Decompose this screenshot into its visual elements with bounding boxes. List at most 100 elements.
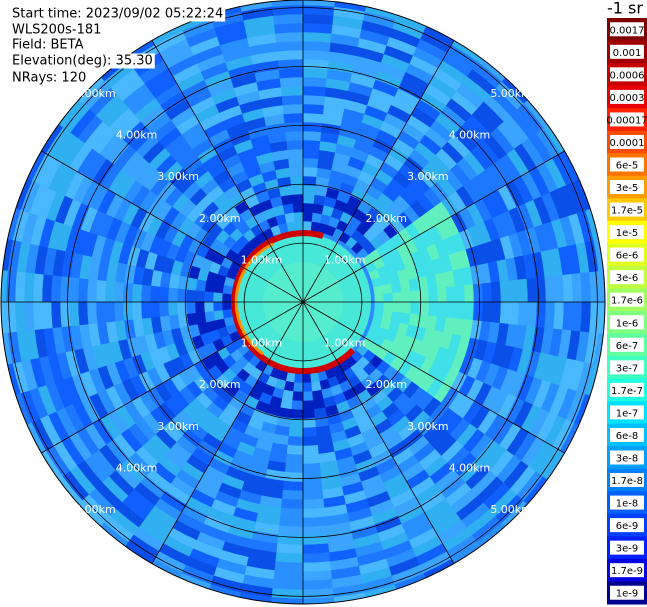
range-label: 2.00km bbox=[199, 378, 241, 391]
scan-cell bbox=[373, 309, 384, 320]
scan-cell bbox=[302, 516, 327, 528]
scan-cell bbox=[281, 498, 304, 510]
range-label: 2.00km bbox=[365, 378, 407, 391]
scan-cell bbox=[374, 293, 385, 303]
scan-cell bbox=[381, 310, 393, 322]
scan-cell bbox=[282, 112, 304, 124]
spoke bbox=[302, 301, 455, 564]
colorbar-label-box bbox=[610, 540, 644, 555]
scan-cell bbox=[283, 121, 304, 133]
scan-cell bbox=[68, 277, 80, 303]
scan-cell bbox=[203, 301, 214, 313]
scan-cell bbox=[472, 301, 484, 322]
header-bg bbox=[10, 6, 226, 22]
colorbar-label-box bbox=[610, 585, 644, 600]
scan-cell bbox=[32, 301, 44, 331]
scan-cell bbox=[77, 301, 89, 326]
scan-cell bbox=[445, 285, 457, 303]
scan-cell bbox=[490, 301, 502, 323]
scan-cell bbox=[282, 389, 294, 401]
polar-grid bbox=[0, 0, 606, 605]
colorbar-label: 6e-5 bbox=[616, 161, 639, 172]
scan-cell bbox=[302, 525, 328, 537]
scan-cell bbox=[302, 112, 324, 124]
header-bg bbox=[10, 22, 104, 38]
scan-cell bbox=[302, 471, 323, 483]
labels: 1.00km 1.00km 1.00km 1.00km 2.00km 2.00km 2.00… bbox=[10, 0, 647, 605]
range-label: 3.00km bbox=[407, 420, 449, 433]
colorbar-label: 3e-6 bbox=[616, 273, 639, 284]
scan-cell bbox=[287, 435, 304, 447]
scan-cell bbox=[14, 271, 26, 303]
scan-cell bbox=[185, 301, 196, 315]
range-label: 5.00km bbox=[74, 503, 116, 516]
scan-cell bbox=[221, 293, 232, 303]
scan-cell bbox=[302, 130, 322, 142]
range-label: 3.00km bbox=[157, 170, 199, 183]
scan-cell bbox=[302, 13, 334, 25]
scan-cell bbox=[221, 301, 232, 311]
scan-cell bbox=[158, 286, 170, 303]
scan-cell bbox=[281, 94, 304, 106]
header-bg bbox=[10, 53, 155, 69]
scan-cell bbox=[311, 212, 323, 224]
colorbar-label-box bbox=[610, 427, 644, 442]
colorbar-label-box bbox=[610, 89, 644, 104]
colorbar-label: 1.7e-6 bbox=[611, 296, 643, 307]
scan-cell bbox=[212, 292, 223, 303]
scan-cell bbox=[302, 480, 324, 492]
spoke bbox=[302, 301, 565, 454]
colorbar-label: 1e-7 bbox=[616, 408, 639, 419]
scan-cell bbox=[276, 543, 304, 555]
scan-cell bbox=[374, 301, 385, 311]
scan-cell bbox=[302, 184, 316, 195]
scan-cell bbox=[275, 552, 304, 564]
range-label: 5.00km bbox=[490, 87, 532, 100]
colorbar-label-box bbox=[610, 270, 644, 285]
colorbar-label: 1.7e-5 bbox=[611, 206, 643, 217]
colorbar-label-box bbox=[610, 495, 644, 510]
scan-cell bbox=[5, 270, 17, 303]
colorbar-label-box bbox=[610, 225, 644, 240]
range-label: 3.00km bbox=[157, 420, 199, 433]
scan-cell bbox=[167, 287, 178, 303]
scan-cell bbox=[436, 286, 448, 303]
scan-cell bbox=[283, 380, 295, 392]
colorbar-label-box bbox=[610, 202, 644, 217]
scan-cell bbox=[272, 13, 304, 25]
scan-cell bbox=[122, 301, 134, 322]
scan-cell bbox=[302, 4, 335, 16]
scan-cell bbox=[428, 301, 439, 317]
scan-cell bbox=[203, 291, 214, 303]
scan-cell bbox=[302, 462, 322, 474]
scan-cell bbox=[167, 301, 178, 317]
scan-cell bbox=[302, 211, 313, 222]
scan-cell bbox=[41, 274, 53, 303]
scan-cell bbox=[302, 453, 321, 465]
colorbar-label-box bbox=[610, 563, 644, 578]
scan-cell bbox=[571, 272, 583, 303]
scan-cell bbox=[282, 480, 304, 492]
colorbar-label-box bbox=[610, 292, 644, 307]
scan-cell bbox=[312, 203, 324, 215]
colorbar-unit: -1 sr bbox=[607, 0, 643, 18]
scan-cell bbox=[271, 588, 304, 600]
scan-cell bbox=[95, 280, 107, 303]
scan-cell bbox=[280, 85, 304, 97]
scan-cell bbox=[392, 301, 403, 313]
scan-cell bbox=[278, 67, 304, 79]
range-label: 2.00km bbox=[365, 212, 407, 225]
scan-cell bbox=[204, 281, 216, 293]
range-label: 2.00km bbox=[199, 212, 241, 225]
range-label: 1.00km bbox=[241, 337, 283, 350]
scan-cell bbox=[158, 301, 170, 318]
scan-cell bbox=[302, 382, 313, 393]
colorbar-label: 6e-6 bbox=[616, 251, 639, 262]
scan-cell bbox=[23, 301, 35, 332]
scan-cell bbox=[286, 444, 304, 456]
scan-cell bbox=[302, 103, 324, 115]
scan-field bbox=[0, 0, 606, 605]
spoke bbox=[41, 301, 304, 454]
scan-cell bbox=[562, 301, 574, 331]
